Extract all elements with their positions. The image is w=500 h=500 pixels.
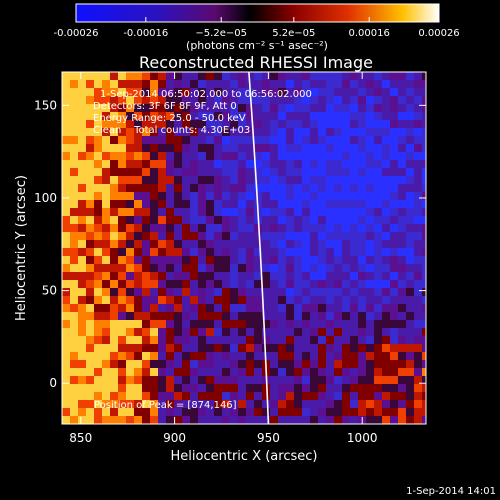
annotation-energy-range: Energy Range: 25.0 - 50.0 keV (93, 113, 246, 124)
x-axis-ticks: 850 900 950 1000 (69, 72, 377, 445)
plot-frame (61, 71, 427, 425)
annotation-clean-counts: Clean Total counts: 4.30E+03 (93, 125, 250, 136)
x-tick-label: 900 (163, 431, 186, 445)
y-tick-label: 100 (34, 191, 57, 205)
y-tick-label: 0 (49, 376, 57, 390)
colorbar (75, 3, 440, 23)
footer-timestamp: 1-Sep-2014 14:01 (406, 486, 496, 497)
annotation-time-range: 1-Sep-2014 06:50:02.000 to 06:56:02.000 (100, 89, 312, 100)
colorbar-tick-label: 5.2e−05 (272, 28, 315, 39)
chart-title: Reconstructed RHESSI Image (139, 53, 373, 72)
colorbar-tick-label: 0.00016 (349, 28, 390, 39)
y-tick-label: 50 (42, 284, 57, 298)
y-axis-ticks: 0 50 100 150 (34, 98, 426, 390)
y-axis-label: Heliocentric Y (arcsec) (14, 175, 29, 321)
peak-position-label: Position of Peak = [874,146] (94, 400, 237, 411)
annotation-detectors: Detectors: 3F 6F 8F 9F, Att 0 (93, 101, 237, 112)
colorbar-unit-label: (photons cm⁻² s⁻¹ asec⁻²) (186, 39, 328, 52)
colorbar-tick-label: -0.00026 (54, 28, 99, 39)
solar-limb-line (248, 72, 270, 424)
colorbar-tick-label: -0.00016 (123, 28, 168, 39)
x-tick-label: 850 (69, 431, 92, 445)
y-tick-label: 150 (34, 98, 57, 112)
x-tick-label: 950 (257, 431, 280, 445)
heatmap-image (62, 72, 426, 424)
colorbar-tick-label: 0.00026 (418, 28, 459, 39)
colorbar-tick-label: −5.2e−05 (195, 28, 247, 39)
x-tick-label: 1000 (347, 431, 378, 445)
colorbar-ticks: -0.00026 -0.00016 −5.2e−05 5.2e−05 0.00016 0.… (54, 17, 460, 39)
x-axis-label: Heliocentric X (arcsec) (171, 449, 318, 464)
